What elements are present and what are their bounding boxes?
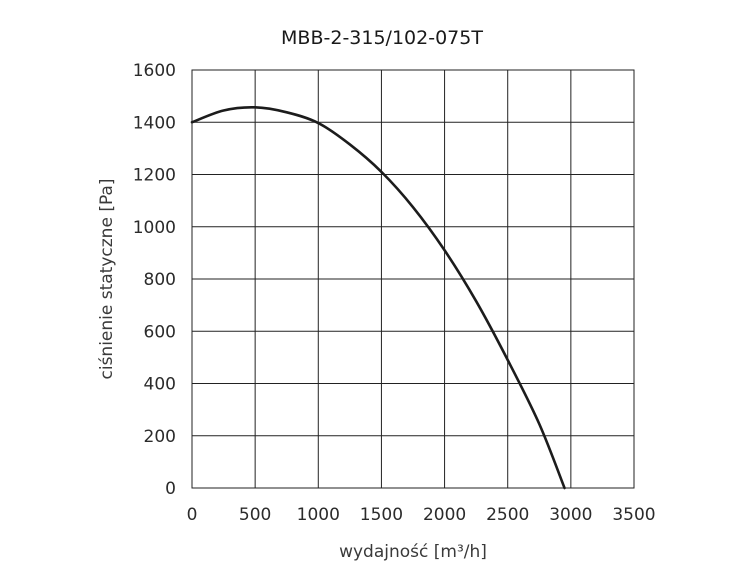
y-tick-label: 1600 [133,61,176,81]
x-axis-tick-labels: 0 500 1000 1500 2000 2500 3000 3500 [187,505,656,525]
x-tick-label: 0 [187,505,198,525]
y-tick-label: 1200 [133,166,176,186]
x-tick-label: 2000 [423,505,466,525]
y-tick-label: 600 [144,322,176,342]
y-axis-tick-labels: 0 200 400 600 800 1000 1200 1400 1600 [133,61,176,499]
plot-area [191,69,635,489]
x-axis-label: wydajność [m³/h] [339,542,487,562]
y-axis-label: ciśnienie statyczne [Pa] [97,179,117,380]
x-tick-label: 1500 [360,505,403,525]
x-tick-label: 3000 [549,505,592,525]
x-tick-label: 1000 [297,505,340,525]
y-tick-label: 1400 [133,113,176,133]
y-tick-label: 0 [165,479,176,499]
x-tick-label: 2500 [486,505,529,525]
x-tick-label: 3500 [612,505,655,525]
y-tick-label: 1000 [133,218,176,238]
grid [191,69,635,489]
y-tick-label: 800 [144,270,176,290]
y-tick-label: 400 [144,375,176,395]
y-tick-label: 200 [144,427,176,447]
x-tick-label: 500 [239,505,271,525]
fan-curve-line [190,106,566,490]
chart-title: MBB-2-315/102-075T [281,27,483,49]
